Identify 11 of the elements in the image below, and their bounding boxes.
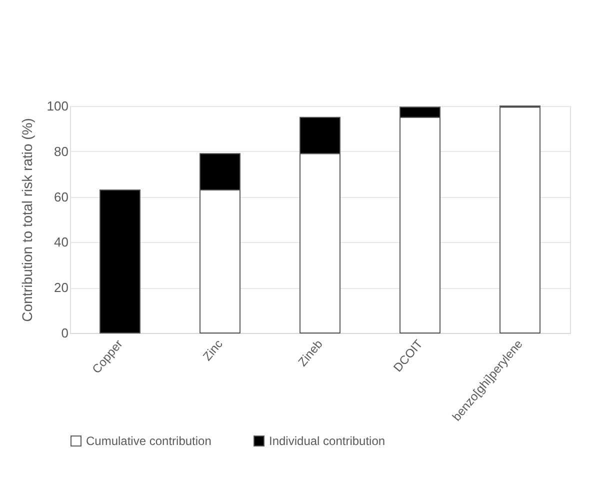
- y-tick-label: 20: [54, 280, 68, 296]
- bar: [500, 106, 540, 334]
- legend-label: Cumulative contribution: [86, 434, 212, 448]
- legend-label: Individual contribution: [269, 434, 386, 448]
- y-tick-label: 0: [61, 326, 68, 340]
- y-tick-label: 60: [54, 189, 68, 204]
- y-tick-label: 100: [46, 98, 68, 114]
- bar: [100, 189, 140, 334]
- y-axis-title: Contribution to total risk ratio (%): [18, 118, 35, 322]
- y-tick-label: 80: [54, 144, 68, 159]
- y-tick-label: 40: [54, 234, 68, 250]
